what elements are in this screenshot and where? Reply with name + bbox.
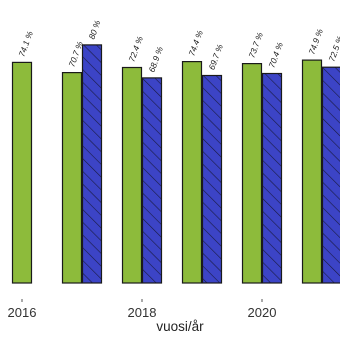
x-tick-label-2018: 2018 [128, 305, 157, 320]
x-axis-ticks: 2016 2018 2020 [8, 299, 277, 320]
bar-label-2020-s1: 73.7 % [246, 31, 265, 60]
bar-2019-s2 [201, 74, 223, 284]
bar-label-2018-s1: 72.4 % [126, 34, 145, 63]
x-tick-label-2020: 2020 [248, 305, 277, 320]
bar-label-2017-s2: 80 % [86, 19, 102, 41]
bar-2021-s2 [321, 66, 340, 284]
bar-2018-s1 [121, 66, 143, 284]
bar-2016-s1 [11, 61, 33, 284]
bar-2020-s2 [261, 72, 283, 284]
bar-label-2020-s2: 70.4 % [266, 40, 285, 69]
bar-2017-s1 [61, 71, 83, 284]
bar-labels-group: 74.1 % 70.7 %80 %72.4 % 68.9 %74.4 % 69.7 %… [16, 19, 340, 74]
bar-label-2019-s1: 74.4 % [186, 29, 205, 58]
x-tick-label-2016: 2016 [8, 305, 37, 320]
bar-2020-s1 [241, 62, 263, 284]
x-axis-title: vuosi/år [156, 319, 204, 334]
bar-label-2021-s2: 72.5 % [326, 34, 340, 63]
bar-label-2019-s2: 69.7 % [206, 42, 225, 71]
bar-2017-s2 [81, 44, 103, 284]
bar-2021-s1 [301, 59, 323, 284]
bar-label-2018-s2: 68.9 % [146, 45, 165, 74]
bar-2019-s1 [181, 60, 203, 284]
bar-label-2021-s1: 74.9 % [306, 27, 325, 56]
bar-label-2016-s1: 74.1 % [16, 29, 35, 58]
bars-group [11, 44, 340, 284]
bar-2018-s2 [141, 77, 163, 284]
